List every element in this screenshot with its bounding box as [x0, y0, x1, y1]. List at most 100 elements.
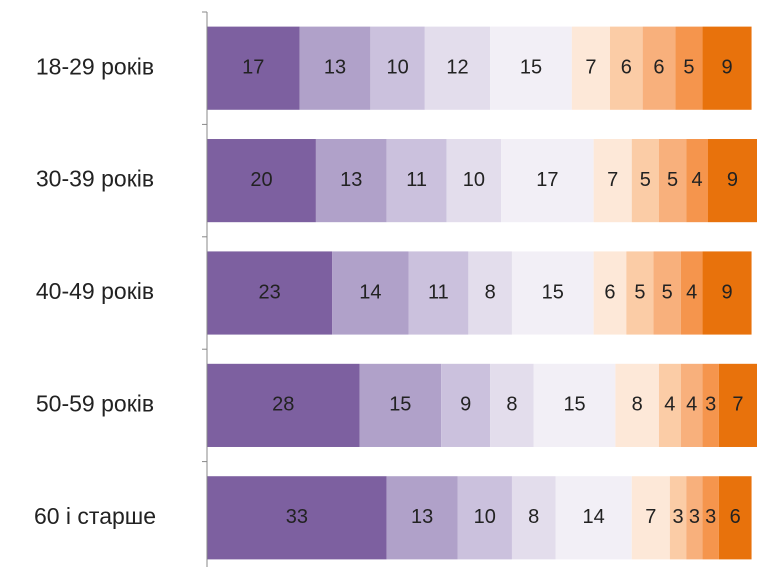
bar-segment: [702, 251, 752, 335]
bar-segment: [609, 26, 643, 110]
category-label: 18-29 років: [36, 53, 154, 79]
value-label: 7: [732, 394, 743, 416]
value-label: 6: [604, 281, 615, 303]
value-label: 6: [730, 506, 741, 528]
value-label: 15: [520, 56, 542, 78]
value-label: 10: [463, 169, 485, 191]
value-label: 11: [406, 169, 427, 191]
bar-segment: [533, 363, 616, 447]
value-label: 14: [359, 281, 381, 303]
bar-segment: [207, 476, 387, 560]
bar-segment: [642, 26, 676, 110]
bar-segment: [501, 139, 594, 223]
value-label: 11: [428, 281, 449, 303]
bar-segment: [441, 363, 491, 447]
bar-segment: [658, 363, 681, 447]
bar-segment: [718, 476, 752, 560]
bar-segment: [490, 26, 572, 110]
bar-segment: [669, 476, 687, 560]
bar-segment: [686, 476, 703, 560]
value-label: 5: [634, 281, 645, 303]
value-label: 17: [242, 56, 264, 78]
bar-segment: [446, 139, 502, 223]
bar-segment: [386, 476, 458, 560]
bar-segment: [686, 139, 708, 223]
bar-segment: [631, 476, 670, 560]
bar-segment: [615, 363, 659, 447]
value-label: 5: [640, 169, 651, 191]
bar-segment: [207, 251, 333, 335]
bar-segment: [707, 139, 757, 223]
value-label: 14: [583, 506, 605, 528]
value-label: 10: [386, 56, 408, 78]
value-label: 6: [653, 56, 664, 78]
value-label: 13: [340, 169, 362, 191]
value-label: 6: [621, 56, 632, 78]
value-label: 15: [542, 281, 564, 303]
value-label: 4: [686, 394, 697, 416]
bar-segment: [359, 363, 442, 447]
category-label: 40-49 років: [36, 278, 154, 304]
value-label: 20: [250, 169, 272, 191]
bar-segment: [626, 251, 654, 335]
value-label: 7: [585, 56, 596, 78]
value-label: 5: [662, 281, 673, 303]
bar-segment: [702, 476, 719, 560]
value-label: 13: [411, 506, 433, 528]
bar-segment: [207, 363, 360, 447]
value-label: 7: [645, 506, 656, 528]
bar-segment: [511, 476, 556, 560]
category-label: 30-39 років: [36, 166, 154, 192]
bar-segment: [424, 26, 491, 110]
value-label: 23: [258, 281, 280, 303]
bar-segment: [593, 139, 632, 223]
value-label: 10: [474, 506, 496, 528]
bar-segment: [207, 26, 300, 110]
bar-segment: [675, 26, 703, 110]
bar-segment: [511, 251, 594, 335]
value-label: 33: [286, 506, 308, 528]
value-label: 8: [485, 281, 496, 303]
value-label: 3: [705, 506, 716, 528]
bar-segment: [207, 139, 316, 223]
bar-segment: [299, 26, 371, 110]
value-label: 9: [460, 394, 471, 416]
bar-segment: [457, 476, 512, 560]
value-label: 8: [506, 394, 517, 416]
value-label: 15: [389, 394, 411, 416]
bar-segment: [680, 363, 703, 447]
value-label: 8: [528, 506, 539, 528]
value-label: 12: [446, 56, 468, 78]
value-label: 7: [607, 169, 618, 191]
bar-segment: [332, 251, 409, 335]
bar-segment: [386, 139, 447, 223]
value-label: 5: [667, 169, 678, 191]
bar-segment: [702, 26, 752, 110]
bar-segment: [408, 251, 469, 335]
value-label: 4: [686, 281, 697, 303]
bar-segment: [702, 363, 719, 447]
value-label: 8: [632, 394, 643, 416]
value-label: 9: [721, 281, 732, 303]
value-label: 9: [721, 56, 732, 78]
bar-segment: [490, 363, 534, 447]
value-label: 17: [536, 169, 558, 191]
value-label: 4: [664, 394, 675, 416]
bar-segment: [468, 251, 512, 335]
value-label: 13: [324, 56, 346, 78]
bar-segment: [658, 139, 687, 223]
value-label: 28: [272, 394, 294, 416]
value-label: 4: [692, 169, 703, 191]
bar-segment: [370, 26, 425, 110]
value-label: 3: [705, 394, 716, 416]
bar-segment: [653, 251, 681, 335]
bar-segment: [315, 139, 387, 223]
value-label: 9: [727, 169, 738, 191]
bar-segment: [593, 251, 627, 335]
bar-segment: [571, 26, 610, 110]
category-label: 50-59 років: [36, 390, 154, 416]
bar-segment: [718, 363, 757, 447]
value-label: 3: [689, 506, 700, 528]
value-label: 5: [683, 56, 694, 78]
